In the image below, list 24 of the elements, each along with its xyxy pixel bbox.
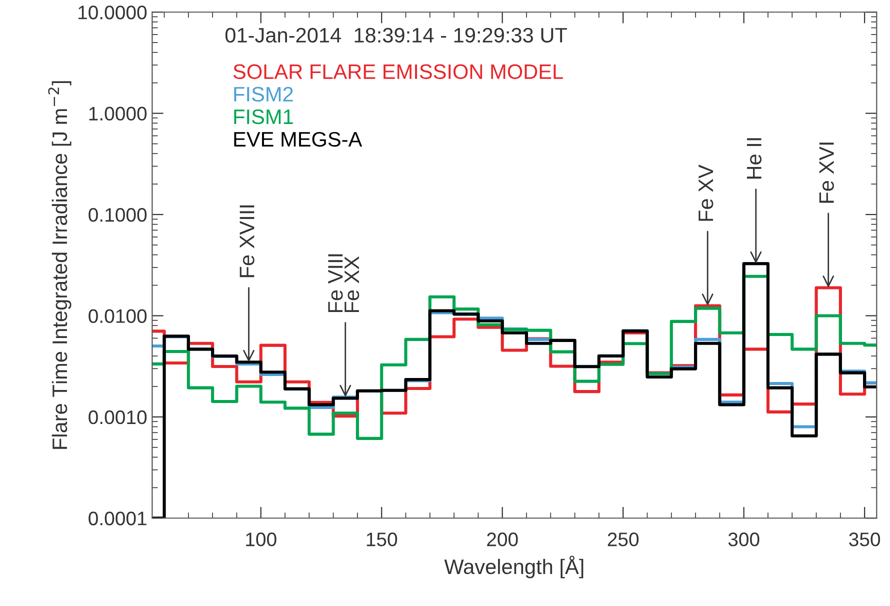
y-tick-label: 0.1000	[88, 208, 147, 222]
y-axis-title: Flare Time Integrated Irradiance [J m$^{−2}$]	[48, 81, 72, 449]
annotation: Fe XV	[698, 164, 714, 221]
y-tick-label: 1.0000	[89, 106, 147, 121]
text: FISM1	[234, 109, 293, 124]
annotation: 01-Jan-2014 18:39:14 - 19:29:33 UT	[225, 28, 567, 43]
x-tick-label: 200	[487, 532, 518, 546]
annotation: He II	[746, 138, 762, 179]
y-tick-label: 10.0000	[78, 6, 147, 20]
text: SOLAR FLARE EMISSION MODEL	[233, 64, 563, 80]
annotation: Fe XVI	[819, 142, 834, 203]
x-axis-title: Wavelength [Å]	[444, 556, 584, 578]
x-tick-label: 300	[728, 532, 760, 546]
y-tick-label: 0.0001	[88, 512, 146, 526]
x-tick-label: 150	[366, 532, 398, 546]
x-tick-label: 350	[849, 532, 880, 546]
annotation: Fe XVIII	[240, 205, 254, 278]
x-tick-label: 100	[246, 532, 276, 546]
y-tick-label: 0.0100	[88, 309, 147, 323]
text: EVE MEGS-A	[234, 132, 362, 147]
annotation: Fe VIII Fe XX	[328, 254, 360, 312]
y-tick-label: 0.0010	[88, 410, 147, 424]
x-tick-label: 250	[608, 532, 639, 546]
text: FISM2	[234, 86, 293, 102]
